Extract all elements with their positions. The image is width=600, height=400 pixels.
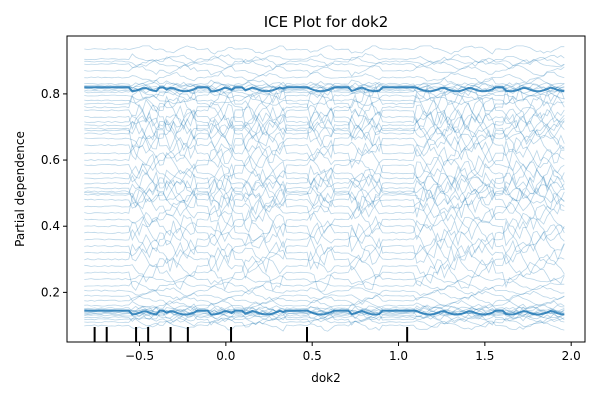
ice-curve — [84, 71, 565, 84]
ice-curve — [84, 145, 565, 186]
ice-curve — [84, 175, 565, 214]
ice-curve — [84, 108, 565, 143]
ice-curve — [84, 84, 565, 124]
ice-curve — [84, 101, 565, 142]
ice-curve — [84, 172, 565, 212]
ice-curve — [84, 284, 565, 297]
ice-curve — [84, 309, 565, 322]
x-tick-label: 1.0 — [389, 349, 408, 363]
ice-curve — [84, 315, 565, 328]
y-tick-label: 0.4 — [41, 219, 60, 233]
ice-curve — [84, 307, 565, 321]
ice-curve — [84, 55, 565, 68]
ice-curve — [84, 113, 565, 153]
dense-band-lower — [84, 309, 565, 316]
x-axis-ticks: −0.5 0.0 0.5 1.0 1.5 2.0 — [125, 342, 581, 363]
ice-curve — [84, 219, 565, 259]
ice-curve — [84, 168, 565, 208]
x-axis-label: dok2 — [311, 371, 341, 385]
ice-curve — [84, 184, 565, 218]
ice-curve — [84, 299, 565, 312]
ice-curve — [84, 255, 565, 292]
ice-curve — [84, 213, 565, 253]
ice-curve — [84, 187, 565, 225]
ice-curve — [84, 302, 565, 315]
y-tick-label: 0.8 — [41, 87, 60, 101]
ice-curve — [84, 280, 565, 292]
y-axis-label: Partial dependence — [13, 131, 27, 247]
ice-curve — [84, 90, 565, 131]
ice-curve — [84, 294, 565, 307]
x-tick-label: 0.5 — [303, 349, 322, 363]
ice-curve — [84, 174, 565, 212]
ice-curve — [84, 139, 565, 179]
ice-curve — [84, 163, 565, 201]
ice-curve — [84, 313, 565, 326]
ice-curve — [84, 77, 565, 91]
ice-curve — [84, 246, 565, 284]
ice-curve — [84, 89, 565, 102]
x-tick-label: −0.5 — [125, 349, 154, 363]
ice-curve — [84, 81, 565, 94]
ice-curve — [84, 94, 565, 106]
y-axis-ticks: 0.2 0.4 0.6 0.8 — [41, 87, 67, 299]
chart-title: ICE Plot for dok2 — [264, 13, 389, 31]
plot-area — [84, 45, 565, 342]
plot-frame — [66, 35, 586, 343]
ice-curve — [84, 110, 565, 151]
ice-curve — [84, 58, 565, 71]
ice-curve — [84, 192, 565, 233]
y-tick-label: 0.6 — [41, 153, 60, 167]
ice-curve — [84, 64, 565, 77]
ice-curve — [84, 233, 565, 274]
ice-curve — [84, 135, 565, 169]
ice-curve — [84, 84, 565, 97]
ice-curve — [84, 208, 565, 247]
ice-curve — [84, 319, 565, 332]
ice-curve — [84, 306, 565, 320]
ice-curve — [84, 199, 565, 241]
ice-curve — [84, 87, 565, 128]
x-tick-label: 2.0 — [562, 349, 581, 363]
ice-curve — [84, 53, 565, 66]
ice-curve — [84, 97, 565, 137]
ice-curve — [84, 126, 565, 166]
x-tick-label: 0.0 — [216, 349, 235, 363]
ice-curve — [84, 160, 565, 197]
ice-curve — [84, 239, 565, 279]
ice-curve — [84, 45, 565, 55]
y-tick-label: 0.2 — [41, 285, 60, 299]
ice-curve — [84, 273, 565, 286]
dense-band-upper — [84, 86, 565, 93]
ice-curve — [84, 289, 565, 302]
ice-curve — [84, 153, 565, 193]
ice-curve — [84, 226, 565, 266]
ice-curve — [84, 117, 565, 160]
x-tick-label: 1.5 — [475, 349, 494, 363]
ice-curve — [84, 80, 565, 92]
ice-curve — [84, 110, 565, 148]
